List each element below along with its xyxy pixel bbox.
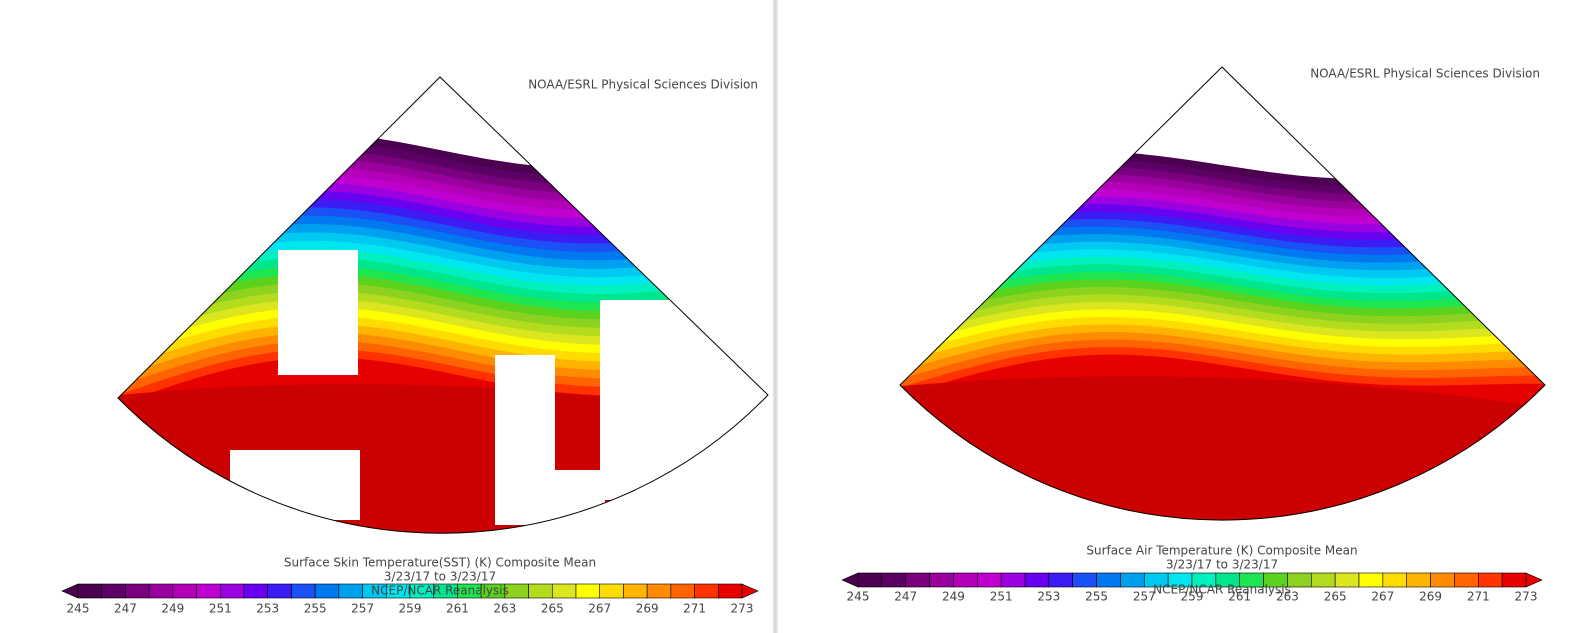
colorbar-swatch <box>575 583 601 599</box>
colorbar-label: 251 <box>209 602 232 616</box>
colorbar-swatch <box>101 583 126 599</box>
missing-data <box>278 250 358 375</box>
colorbar-swatch <box>1120 572 1145 588</box>
colorbar-label: 257 <box>1133 590 1156 604</box>
colorbar-label: 251 <box>990 590 1013 604</box>
colorbar-arrow <box>61 583 79 599</box>
colorbar-swatch <box>1072 572 1097 588</box>
colorbar-swatch <box>881 572 907 588</box>
colorbar-swatch <box>670 583 695 599</box>
colorbar-swatch <box>551 583 577 599</box>
colorbar-swatch <box>314 583 340 599</box>
colorbar-swatch <box>1430 572 1455 588</box>
colorbar-label: 263 <box>1276 590 1299 604</box>
colorbar-label: 249 <box>161 602 184 616</box>
colorbar-swatch <box>599 583 624 599</box>
separator <box>772 0 778 633</box>
colorbar-swatch <box>717 583 743 599</box>
source: NCEP/NCAR Reanalysis <box>371 584 509 598</box>
source: NCEP/NCAR Reanalysis <box>1153 583 1291 597</box>
colorbar-label: 273 <box>731 602 754 616</box>
colorbar-swatch <box>243 583 269 599</box>
map-fill <box>118 78 768 534</box>
colorbar-swatch <box>1310 572 1336 588</box>
colorbar-swatch <box>929 572 954 588</box>
colorbar-label: 253 <box>256 602 279 616</box>
colorbar-label: 253 <box>1037 590 1060 604</box>
colorbar-label: 259 <box>399 602 422 616</box>
colorbar-arrow <box>841 572 859 588</box>
colorbar-swatch <box>623 583 648 599</box>
colorbar-swatch <box>1096 572 1121 588</box>
colorbar-label: 255 <box>304 602 327 616</box>
colorbar-swatch <box>196 583 221 599</box>
credit: NOAA/ESRL Physical Sciences Division <box>1310 67 1540 81</box>
missing-data <box>545 470 605 530</box>
colorbar-label: 271 <box>683 602 706 616</box>
map-border <box>899 66 1546 521</box>
colorbar-swatch <box>1000 572 1026 588</box>
colorbar-swatch <box>1454 572 1479 588</box>
colorbar-arrow <box>741 583 759 599</box>
colorbar-label: 267 <box>1371 590 1394 604</box>
colorbar-swatch <box>1287 572 1312 588</box>
colorbar-swatch <box>1501 572 1527 588</box>
colorbar-swatch <box>905 572 930 588</box>
colorbar-label: 245 <box>67 602 90 616</box>
colorbar-swatch <box>857 572 883 588</box>
colorbar-label: 271 <box>1467 590 1490 604</box>
colorbar-label: 249 <box>942 590 965 604</box>
colorbar-swatch <box>219 583 245 599</box>
colorbar-swatch <box>338 583 363 599</box>
date-range: 3/23/17 to 3/23/17 <box>1166 558 1278 572</box>
colorbar-swatch <box>976 572 1002 588</box>
colorbar-label: 269 <box>636 602 659 616</box>
map-title: Surface Air Temperature (K) Composite Me… <box>1086 544 1357 558</box>
warm-core <box>900 376 1545 521</box>
colorbar-label: 259 <box>1181 590 1204 604</box>
colorbar-label: 247 <box>114 602 137 616</box>
colorbar-swatch <box>1406 572 1431 588</box>
colorbar-swatch <box>694 583 719 599</box>
colorbar-label: 257 <box>351 602 374 616</box>
colorbar-swatch <box>1024 572 1050 588</box>
colorbar-swatch <box>646 583 672 599</box>
map-border <box>117 76 769 534</box>
colorbar-label: 263 <box>493 602 516 616</box>
colorbar-swatch <box>125 583 150 599</box>
colorbar-label: 261 <box>446 602 469 616</box>
colorbar-label: 265 <box>541 602 564 616</box>
colorbar-label: 247 <box>894 590 917 604</box>
colorbar-swatch <box>267 583 292 599</box>
colorbar-swatch <box>148 583 174 599</box>
colorbar-swatch <box>1477 572 1503 588</box>
colorbar-swatch <box>172 583 197 599</box>
missing-data <box>600 300 768 500</box>
colorbar-swatch <box>1334 572 1360 588</box>
colorbar-swatch <box>528 583 553 599</box>
map-fill <box>900 151 1545 521</box>
colorbar-swatch <box>1382 572 1408 588</box>
colorbar-label: 265 <box>1324 590 1347 604</box>
colorbar-label: 255 <box>1085 590 1108 604</box>
date-range: 3/23/17 to 3/23/17 <box>384 570 496 584</box>
colorbar-swatch <box>77 583 103 599</box>
colorbar-swatch <box>291 583 316 599</box>
credit: NOAA/ESRL Physical Sciences Division <box>528 78 758 92</box>
map-title: Surface Skin Temperature(SST) (K) Compos… <box>284 556 596 570</box>
colorbar-label: 245 <box>847 590 870 604</box>
colorbar-swatch <box>1048 572 1074 588</box>
colorbar-label: 261 <box>1228 590 1251 604</box>
colorbar-swatch <box>1358 572 1384 588</box>
colorbar-label: 267 <box>588 602 611 616</box>
colorbar-arrow <box>1525 572 1543 588</box>
colorbar-swatch <box>953 572 978 588</box>
colorbar-label: 269 <box>1419 590 1442 604</box>
colorbar-label: 273 <box>1515 590 1538 604</box>
